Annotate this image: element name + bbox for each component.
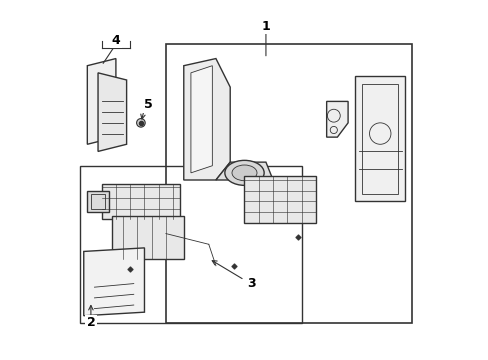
Bar: [91, 194, 105, 208]
Bar: [362, 84, 397, 194]
Polygon shape: [98, 73, 126, 152]
Polygon shape: [183, 59, 230, 180]
Polygon shape: [87, 59, 116, 144]
Polygon shape: [190, 66, 212, 173]
Polygon shape: [326, 102, 347, 137]
Text: 2: 2: [86, 316, 95, 329]
Bar: [87, 191, 108, 212]
Text: 1: 1: [261, 20, 270, 33]
Bar: [244, 176, 315, 223]
Bar: [102, 184, 180, 219]
Text: 4: 4: [111, 34, 120, 47]
Text: 5: 5: [143, 99, 152, 112]
Bar: [354, 76, 405, 202]
Bar: [112, 216, 183, 258]
Polygon shape: [83, 248, 144, 316]
Ellipse shape: [224, 160, 264, 185]
Bar: [165, 44, 411, 323]
Ellipse shape: [136, 118, 145, 127]
Text: 3: 3: [247, 277, 255, 290]
Bar: [80, 166, 301, 323]
Ellipse shape: [231, 165, 257, 181]
Polygon shape: [216, 162, 272, 180]
